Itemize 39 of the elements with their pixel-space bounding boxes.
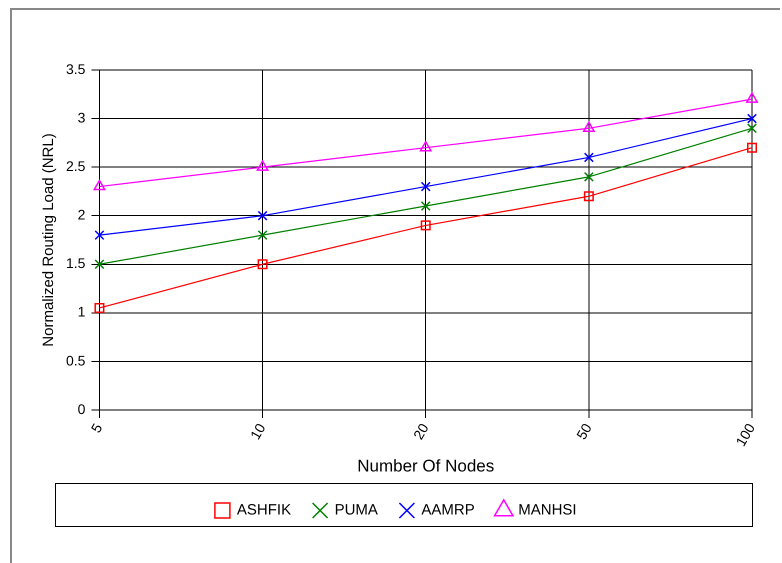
point bbox=[256, 160, 269, 171]
x-tick-label: 10 bbox=[246, 420, 269, 442]
y-tick-label: 0.5 bbox=[66, 352, 86, 368]
legend-label: MANHSI bbox=[518, 502, 577, 519]
point bbox=[747, 123, 757, 134]
point bbox=[94, 230, 104, 240]
point bbox=[420, 182, 431, 192]
point bbox=[258, 210, 268, 221]
point bbox=[582, 122, 595, 132]
y-tick-label: 3 bbox=[78, 109, 86, 126]
point bbox=[747, 114, 757, 124]
x-tick-label: 50 bbox=[573, 420, 595, 442]
point bbox=[420, 220, 431, 230]
y-tick-label: 1.5 bbox=[66, 255, 86, 272]
point bbox=[420, 140, 432, 152]
point bbox=[94, 302, 104, 313]
y-tick-label: 1 bbox=[78, 304, 86, 320]
x-tick-label: 5 bbox=[88, 420, 106, 436]
point bbox=[584, 172, 594, 182]
y-tick-label: 3.5 bbox=[66, 60, 86, 77]
point bbox=[584, 152, 594, 162]
point bbox=[747, 142, 757, 153]
legend-label: AAMRP bbox=[421, 502, 475, 519]
point bbox=[258, 259, 268, 270]
y-axis-title: Normalized Routing Load (NRL) bbox=[40, 133, 58, 347]
point bbox=[258, 230, 268, 240]
point bbox=[94, 259, 104, 270]
x-tick-label: 20 bbox=[410, 420, 432, 442]
legend-label: ASHFIK bbox=[236, 502, 292, 519]
y-tick-label: 2 bbox=[78, 206, 86, 223]
legend-label: PUMA bbox=[334, 502, 378, 519]
y-tick-label: 2.5 bbox=[66, 158, 86, 174]
point bbox=[420, 200, 431, 211]
x-axis-title: Number Of Nodes bbox=[357, 456, 494, 476]
point bbox=[94, 180, 106, 190]
y-tick-label: 0 bbox=[78, 400, 86, 417]
x-tick-label: 100 bbox=[732, 420, 758, 449]
point bbox=[584, 191, 594, 202]
point bbox=[746, 92, 758, 103]
